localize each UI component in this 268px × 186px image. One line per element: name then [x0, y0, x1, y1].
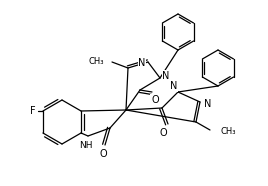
Text: O: O: [99, 149, 107, 159]
Text: NH: NH: [79, 140, 93, 150]
Text: N: N: [138, 58, 146, 68]
Text: N: N: [162, 71, 170, 81]
Text: F: F: [30, 106, 36, 116]
Text: CH₃: CH₃: [88, 57, 104, 65]
Text: N: N: [204, 99, 212, 109]
Text: CH₃: CH₃: [220, 127, 236, 137]
Text: O: O: [151, 95, 159, 105]
Text: N: N: [170, 81, 178, 91]
Text: O: O: [159, 128, 167, 138]
